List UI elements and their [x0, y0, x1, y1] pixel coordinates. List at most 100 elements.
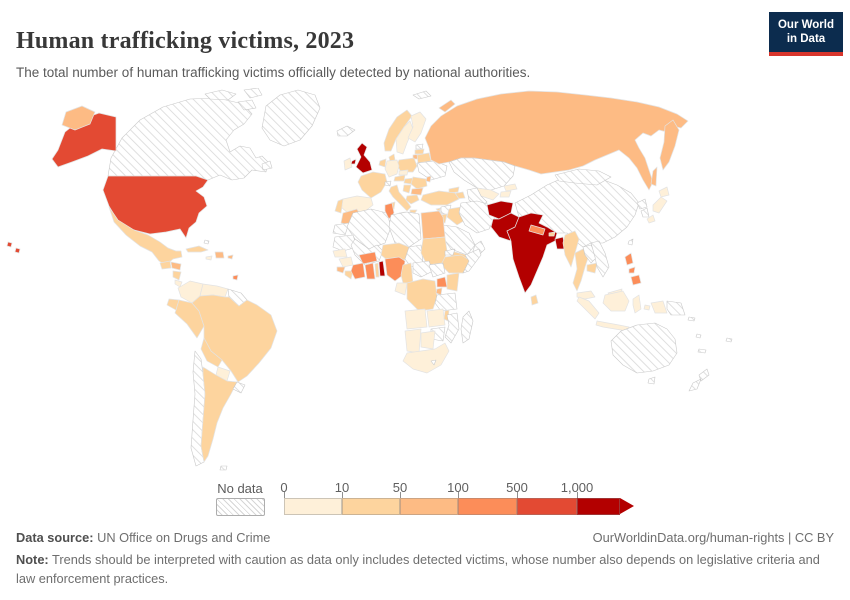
country-switzerland[interactable]: [384, 180, 392, 187]
country-senegal[interactable]: [332, 248, 348, 258]
country-madagascar[interactable]: [460, 310, 474, 344]
country-czechia[interactable]: [398, 169, 409, 176]
country-new-zealand[interactable]: [688, 368, 710, 392]
country-serbia[interactable]: [402, 184, 412, 194]
country-argentina[interactable]: [200, 366, 238, 463]
country-jamaica[interactable]: [205, 255, 213, 261]
country-kenya[interactable]: [446, 272, 460, 292]
country-sierra-leone[interactable]: [336, 266, 346, 274]
country-mongolia[interactable]: [554, 168, 612, 186]
country-spain[interactable]: [340, 195, 374, 215]
country-botswana[interactable]: [420, 330, 436, 350]
country-gabon[interactable]: [394, 282, 408, 296]
country-bulgaria[interactable]: [410, 187, 424, 196]
country-zambia[interactable]: [426, 308, 446, 328]
country-cuba[interactable]: [185, 245, 209, 253]
country-finland[interactable]: [407, 111, 427, 143]
owid-link[interactable]: OurWorldinData.org/human-rights | CC BY: [592, 530, 834, 545]
country-lesotho[interactable]: [430, 359, 437, 366]
country-georgia[interactable]: [448, 186, 460, 194]
country-central-african-republic[interactable]: [412, 260, 434, 278]
country-netherlands[interactable]: [378, 158, 387, 168]
country-russia[interactable]: [61, 90, 689, 191]
country-ireland[interactable]: [343, 157, 353, 171]
country-uruguay[interactable]: [232, 381, 246, 394]
country-dr-congo[interactable]: [406, 278, 438, 312]
country-kyrgyzstan[interactable]: [503, 183, 518, 192]
country-vanuatu[interactable]: [695, 333, 702, 339]
country-svalbard[interactable]: [412, 90, 432, 100]
country-angola[interactable]: [404, 308, 428, 330]
country-portugal[interactable]: [334, 198, 344, 214]
country-philippines[interactable]: [624, 252, 642, 286]
country-somalia[interactable]: [462, 248, 482, 274]
country-romania[interactable]: [410, 176, 428, 190]
country-brazil[interactable]: [191, 294, 278, 383]
country-canada[interactable]: [107, 88, 273, 181]
country-falkland-islands[interactable]: [219, 465, 228, 471]
country-honduras[interactable]: [170, 261, 182, 271]
country-mauritania[interactable]: [332, 234, 358, 252]
legend-bin-100-500[interactable]: [458, 498, 517, 515]
country-france[interactable]: [357, 171, 388, 199]
country-western-sahara[interactable]: [332, 222, 350, 236]
country-kazakhstan[interactable]: [448, 157, 516, 191]
country-laos[interactable]: [582, 244, 598, 264]
country-north-korea[interactable]: [636, 198, 648, 210]
country-taiwan[interactable]: [627, 238, 634, 246]
country-moldova[interactable]: [425, 175, 432, 183]
country-greece[interactable]: [405, 194, 420, 214]
country-myanmar[interactable]: [562, 230, 580, 268]
country-bahamas[interactable]: [203, 239, 210, 245]
country-algeria[interactable]: [346, 208, 392, 250]
country-cambodia[interactable]: [586, 262, 598, 274]
country-turkey[interactable]: [420, 190, 460, 206]
country-south-africa[interactable]: [402, 342, 450, 374]
country-sri-lanka[interactable]: [530, 294, 539, 306]
country-eritrea[interactable]: [444, 248, 456, 256]
country-ghana[interactable]: [364, 262, 376, 280]
country-trinidad-and-tobago[interactable]: [232, 274, 239, 281]
country-libya[interactable]: [388, 211, 422, 248]
country-austria[interactable]: [393, 174, 406, 182]
country-germany[interactable]: [384, 159, 400, 178]
country-india[interactable]: [506, 212, 558, 294]
legend-bin-50-100[interactable]: [400, 498, 458, 515]
legend-bin-500-1000[interactable]: [517, 498, 577, 515]
country-fiji[interactable]: [725, 337, 733, 343]
country-nepal[interactable]: [528, 224, 546, 236]
country-estonia[interactable]: [415, 143, 424, 150]
country-new-caledonia[interactable]: [697, 348, 707, 354]
country-uganda[interactable]: [436, 276, 448, 288]
country-iran[interactable]: [458, 200, 496, 234]
country-japan[interactable]: [646, 186, 670, 224]
country-norway[interactable]: [383, 109, 413, 152]
country-cameroon[interactable]: [400, 262, 414, 284]
country-bhutan[interactable]: [548, 231, 556, 237]
country-belarus[interactable]: [416, 152, 432, 164]
country-latvia[interactable]: [414, 148, 425, 155]
country-guatemala[interactable]: [159, 260, 172, 270]
country-south-sudan[interactable]: [428, 262, 446, 278]
country-liberia[interactable]: [344, 270, 354, 280]
country-mexico[interactable]: [108, 206, 183, 266]
country-cote-divoire[interactable]: [350, 262, 366, 280]
country-greenland[interactable]: [261, 89, 321, 147]
country-nicaragua[interactable]: [172, 270, 182, 281]
country-tanzania[interactable]: [434, 292, 458, 312]
legend-bin-1000-plus[interactable]: [577, 498, 620, 515]
country-togo[interactable]: [374, 262, 380, 278]
country-vietnam[interactable]: [590, 240, 610, 278]
country-benin[interactable]: [378, 260, 386, 277]
country-iceland[interactable]: [336, 125, 356, 137]
country-mozambique[interactable]: [444, 312, 460, 344]
country-united-kingdom[interactable]: [350, 142, 373, 174]
country-united-states[interactable]: [6, 112, 209, 254]
country-papua-new-guinea[interactable]: [666, 300, 686, 316]
legend-no-data-swatch[interactable]: [216, 498, 265, 516]
country-burkina-faso[interactable]: [358, 251, 378, 265]
country-dominican-republic[interactable]: [214, 251, 225, 259]
country-egypt[interactable]: [420, 210, 446, 240]
owid-logo[interactable]: Our World in Data: [769, 12, 843, 56]
country-tajikistan[interactable]: [499, 190, 512, 198]
